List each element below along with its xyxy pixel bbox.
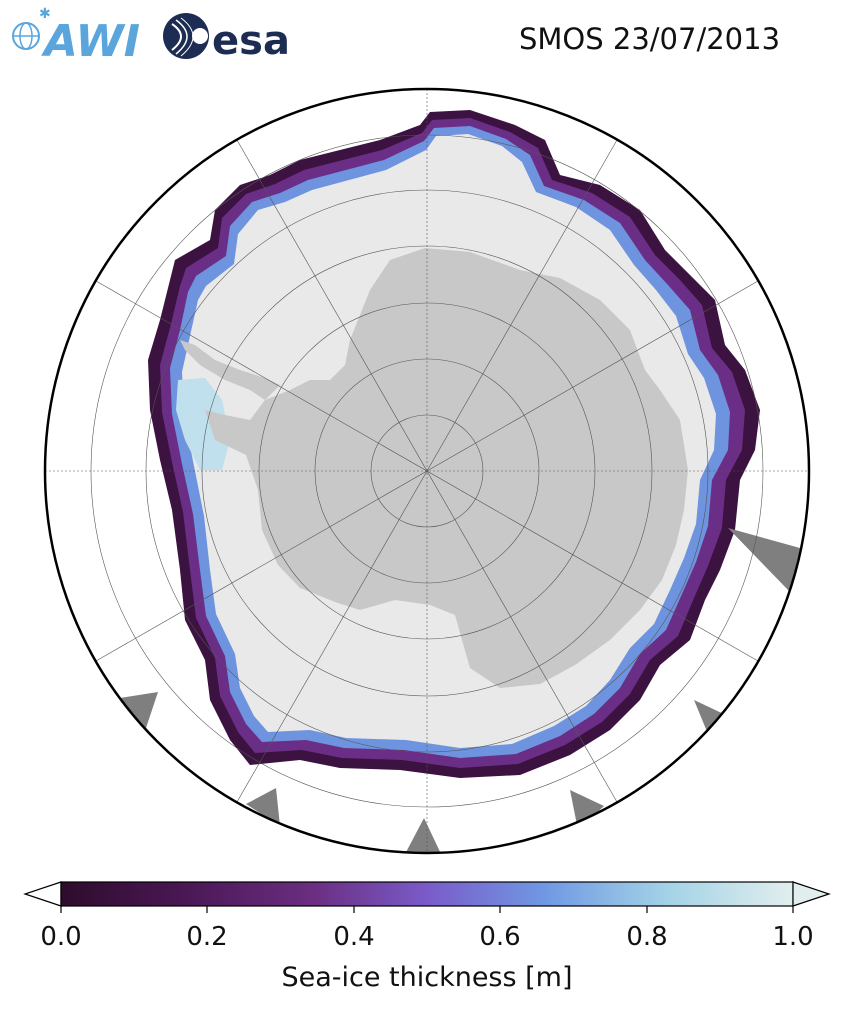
colorbar-label: Sea-ice thickness [m] — [281, 962, 573, 993]
colorbar-tick-label: 0.2 — [186, 922, 228, 952]
colorbar-tick-label: 0.8 — [626, 922, 668, 952]
antarctica — [205, 248, 688, 688]
map-title: SMOS 23/07/2013 — [519, 22, 781, 56]
colorbar-gradient — [60, 881, 794, 907]
awi-logo: ✱ AWI — [12, 6, 140, 66]
colorbar-tick-label: 0.6 — [479, 922, 521, 952]
colorbar-tick-label: 0.4 — [333, 922, 375, 952]
colorbar-ticks — [60, 906, 794, 913]
map-frame — [43, 87, 811, 855]
nodata-wedge-southwest — [120, 692, 158, 728]
awi-logo-text: AWI — [41, 16, 140, 66]
logos: ✱ AWI esa — [12, 6, 290, 66]
sea-ice-map — [43, 87, 811, 855]
colorbar-tick-label: 1.0 — [772, 922, 814, 952]
nodata-wedge-southeast — [694, 700, 728, 734]
nodata-wedge-south-southeast — [570, 790, 604, 830]
nodata-wedge-south — [404, 818, 442, 853]
esa-logo-text: esa — [212, 18, 290, 64]
antarctic-peninsula — [180, 340, 280, 400]
sea-ice-weddell-thick — [176, 378, 230, 470]
colorbar — [23, 881, 831, 913]
esa-logo: esa — [163, 13, 290, 64]
nodata-wedge-south-southwest — [246, 788, 280, 826]
nodata-wedge-east — [728, 528, 800, 592]
svg-text:✱: ✱ — [39, 6, 51, 22]
graticule — [45, 89, 809, 853]
colorbar-extend-high — [792, 881, 831, 907]
colorbar-extend-low — [23, 881, 62, 907]
colorbar-tick-label: 0.0 — [40, 922, 82, 952]
